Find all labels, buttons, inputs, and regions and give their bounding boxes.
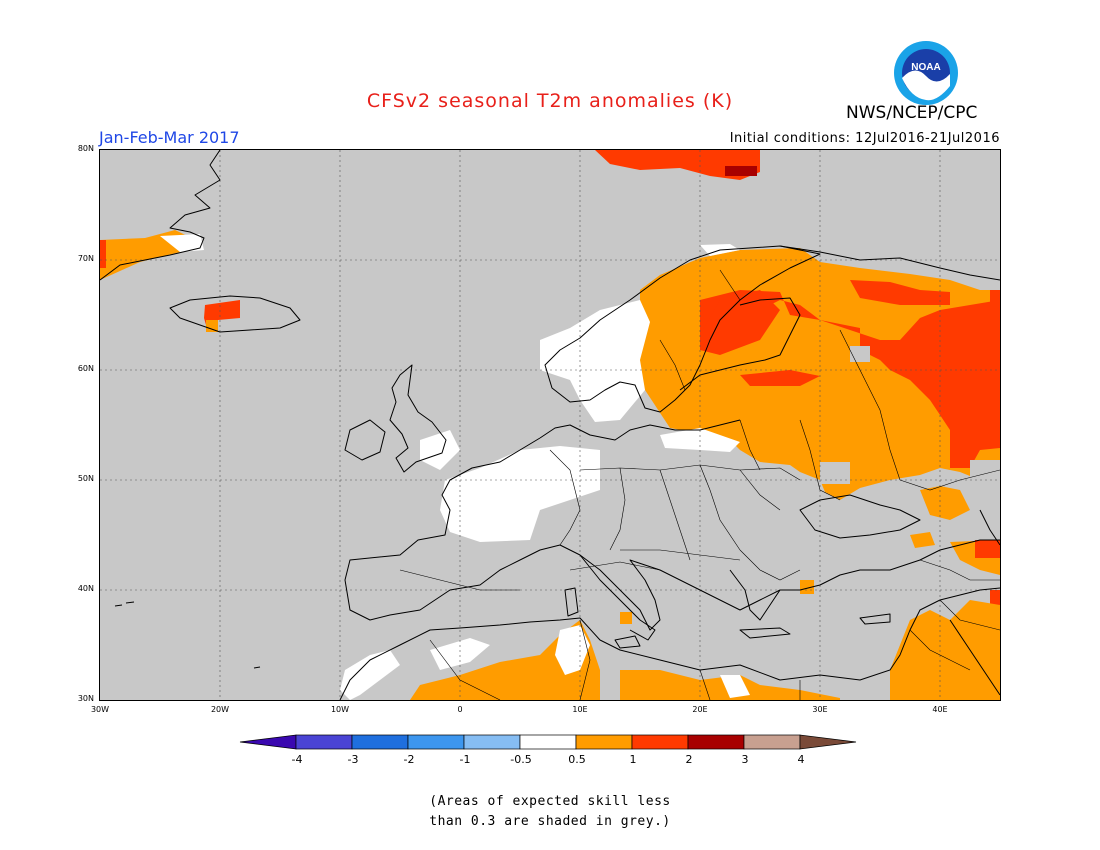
colorbar-label: 1 [629,753,637,766]
colorbar-segment [575,734,633,750]
colorbar-label: 4 [797,753,805,766]
forecast-period: Jan-Feb-Mar 2017 [99,128,240,147]
colorbar-segment [519,734,577,750]
noaa-logo: NOAA [894,41,958,105]
footnote-line-2: than 0.3 are shaded in grey.) [429,814,671,829]
colorbar [239,734,857,750]
svalbard-darkred [725,166,757,176]
colorbar-segment [631,734,689,750]
coastlines [100,150,1000,700]
lon-label: 40E [932,705,948,714]
atlantic-islands [114,601,261,669]
svalbard-red [595,150,760,180]
lon-label: 10W [330,705,350,714]
footnote: (Areas of expected skill less than 0.3 a… [0,792,1100,832]
colorbar-segment [407,734,465,750]
chart-title: CFSv2 seasonal T2m anomalies (K) [366,90,734,112]
country-borders [399,269,1000,700]
organization-label: NWS/NCEP/CPC [846,103,978,123]
colorbar-label: 0.5 [568,753,586,766]
anomaly-shading [100,150,1000,700]
colorbar-label: -3 [347,753,359,766]
colorbar-label: 2 [685,753,693,766]
colorbar-segment [295,734,353,750]
logo-text: NOAA [911,62,940,73]
red-russia [700,290,1000,468]
colorbar-label: -4 [291,753,303,766]
footnote-line-1: (Areas of expected skill less [429,794,671,809]
lon-label: 30E [812,705,828,714]
colorbar-label: -1 [459,753,471,766]
orange-africa [410,620,600,700]
colorbar-segment [743,734,801,750]
colorbar-segment [239,734,297,750]
lat-label: 70N [77,254,94,263]
colorbar-segment [799,734,857,750]
lat-label: 50N [77,474,94,483]
lat-label: 60N [77,364,94,373]
lat-label: 30N [77,694,94,703]
lon-label: 0 [457,705,463,714]
lon-label: 20E [692,705,708,714]
colorbar-segment [351,734,409,750]
graticule [100,150,1000,700]
anomaly-map [99,149,1001,701]
colorbar-label: 3 [741,753,749,766]
white-france [440,446,600,542]
initial-conditions: Initial conditions: 12Jul2016-21Jul2016 [729,131,1000,146]
lon-label: 30W [90,705,110,714]
lat-label: 40N [77,584,94,593]
colorbar-segment [463,734,521,750]
colorbar-label: -0.5 [510,753,532,766]
white-sweden [540,300,650,422]
lon-label: 10E [572,705,588,714]
colorbar-segment [687,734,745,750]
lat-label: 80N [77,144,94,153]
lon-label: 20W [210,705,230,714]
colorbar-label: -2 [403,753,415,766]
